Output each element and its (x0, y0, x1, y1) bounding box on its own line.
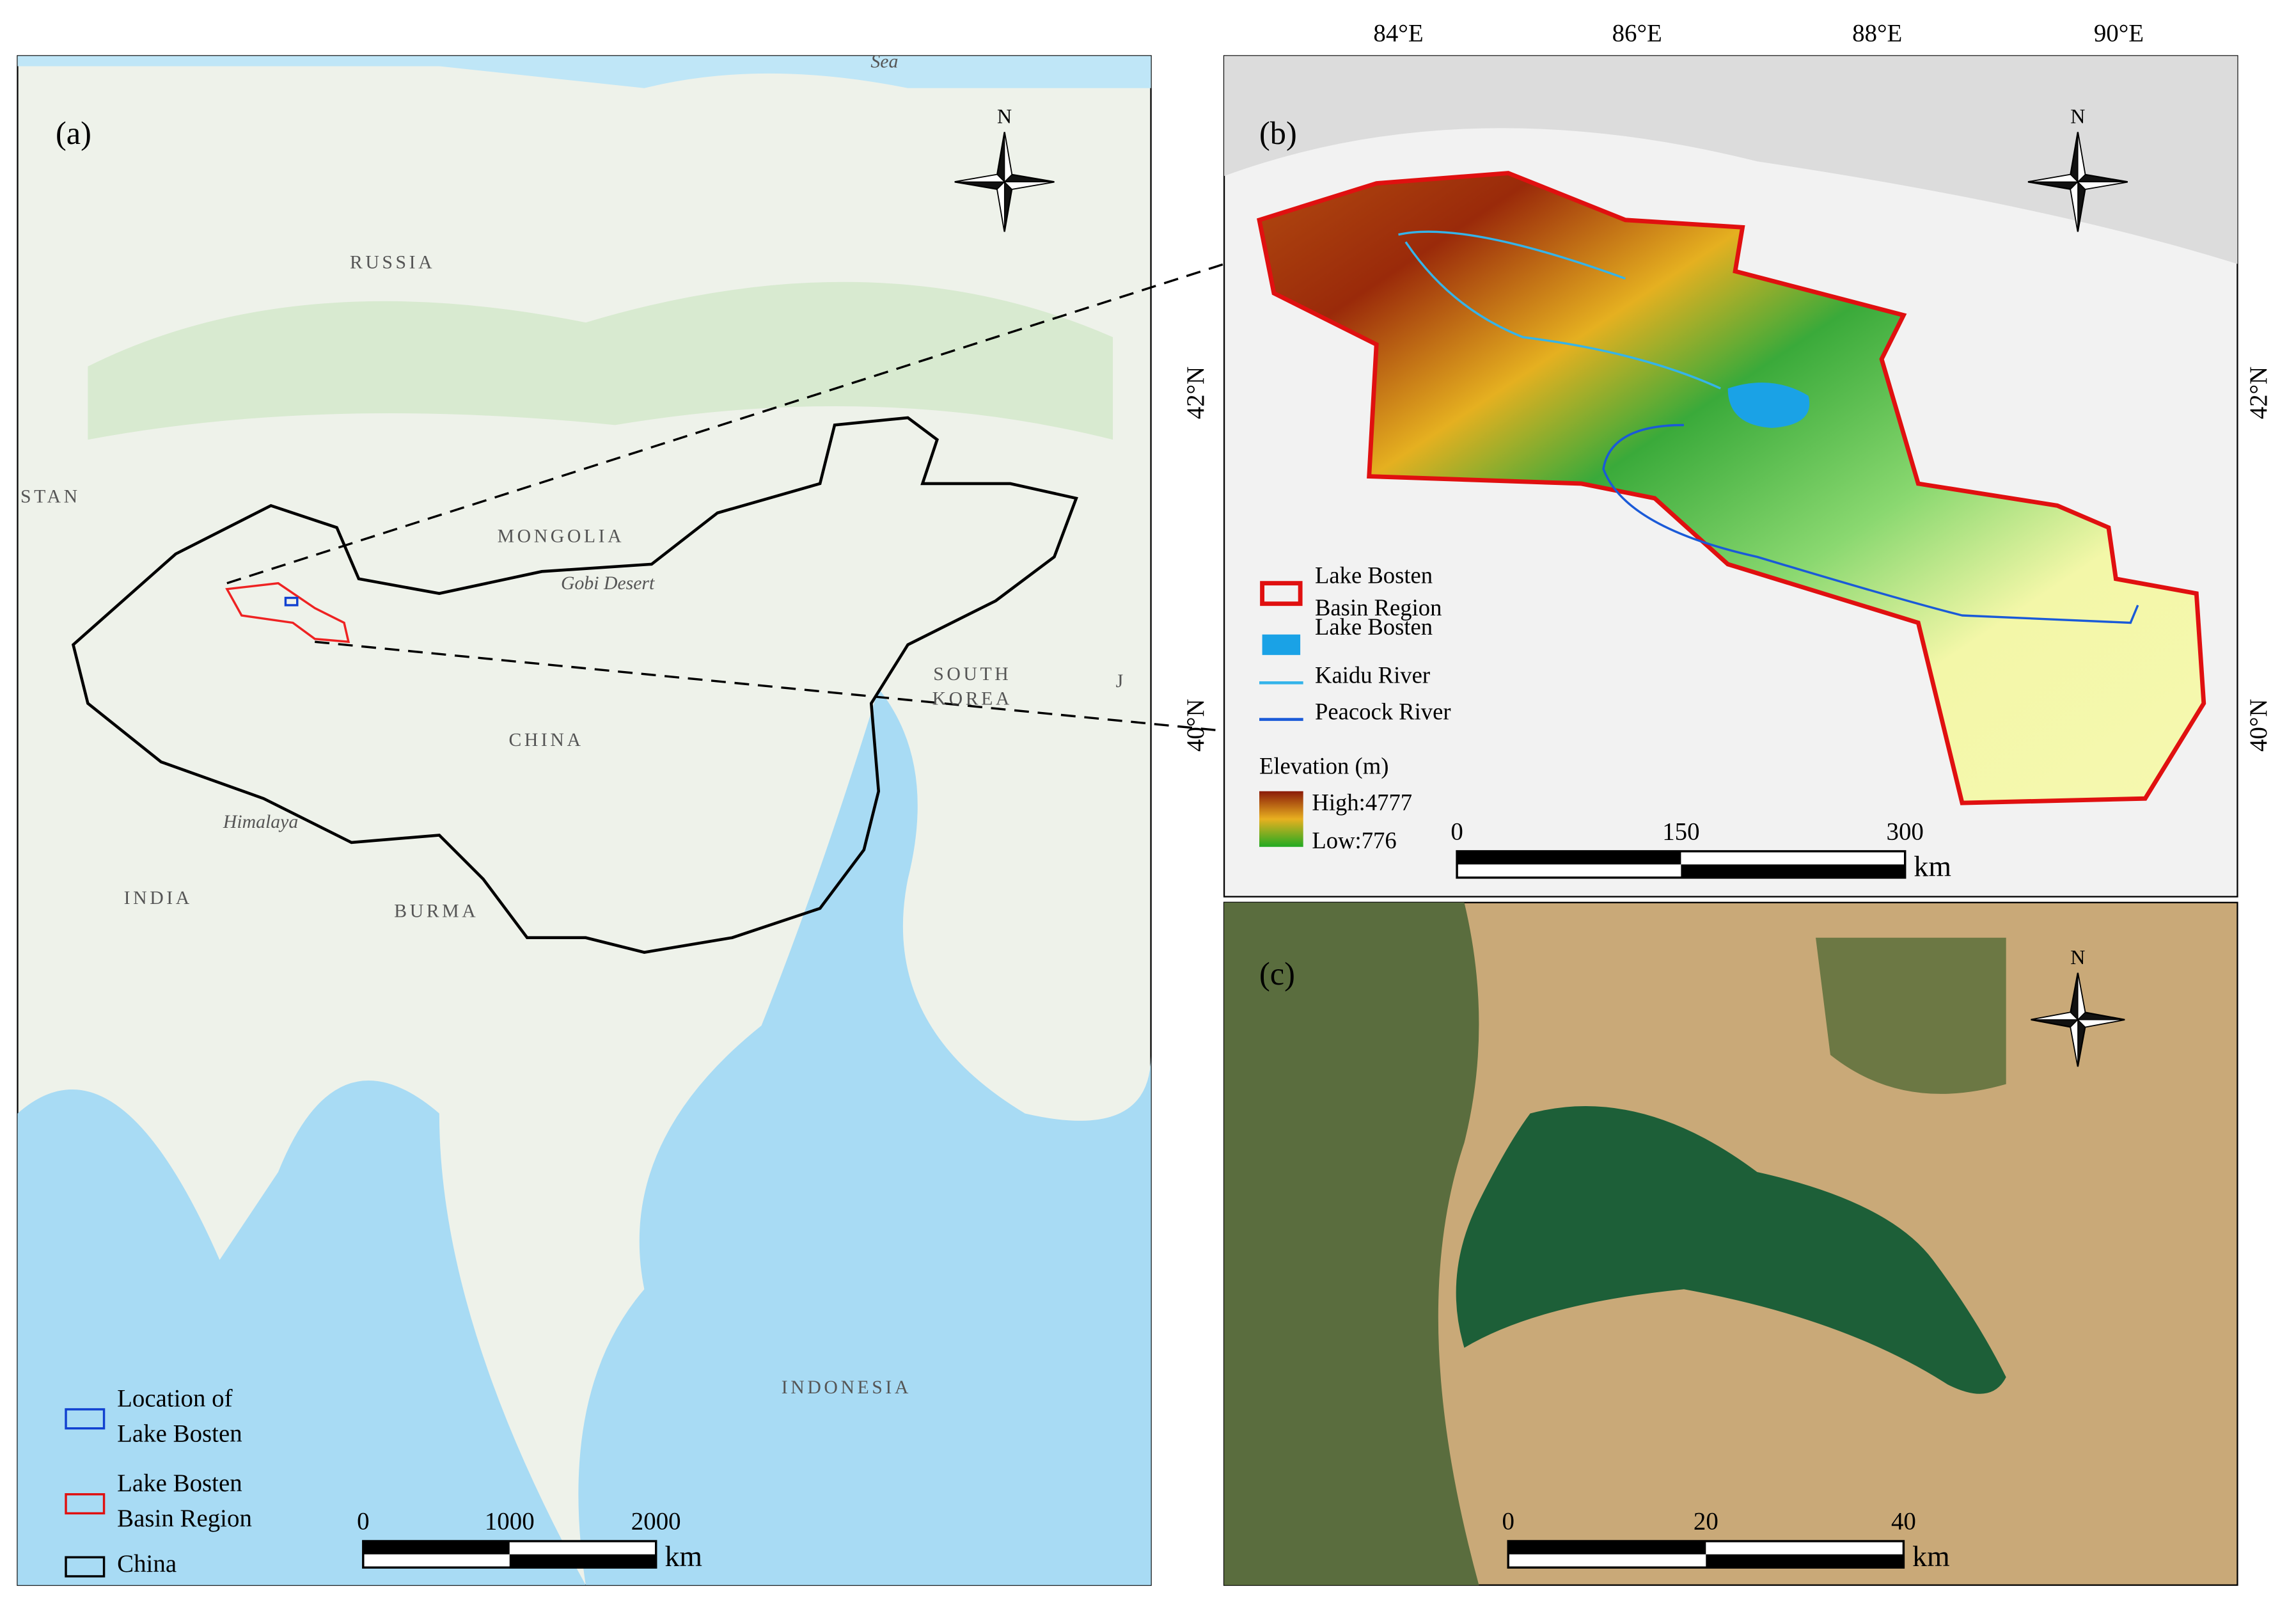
legend-label: China (117, 1550, 177, 1578)
compass (2031, 972, 2125, 1067)
scale-label: 40 (1891, 1508, 1916, 1535)
dashed-connector (315, 640, 1960, 804)
scale-label: 0 (1502, 1508, 1514, 1535)
legend-label: Kaidu River (1315, 661, 1430, 688)
place-name: CHINA (508, 729, 583, 750)
scale-unit: km (1914, 850, 1951, 883)
peacock-river (1602, 424, 2139, 624)
scale-bar (509, 1554, 656, 1568)
legend-label: High:4777 (1312, 789, 1412, 816)
scale-bar (363, 1541, 510, 1555)
scale-label: 1000 (485, 1508, 535, 1535)
legend-label: Lake Bosten (117, 1420, 242, 1447)
scale-label: 0 (357, 1508, 369, 1535)
scale-label: 300 (1887, 818, 1924, 845)
legend-label: Lake Bosten (1315, 562, 1433, 589)
coord-label: 86°E (1612, 20, 1662, 47)
vegetation (1816, 937, 2006, 1094)
scale-unit: km (1912, 1540, 1950, 1572)
north-label: N (2070, 105, 2085, 128)
place-name: BURMA (394, 901, 478, 922)
scale-bar (1681, 864, 1905, 878)
basin-location (225, 582, 350, 644)
legend-label: Basin Region (117, 1505, 252, 1532)
north-label: N (997, 105, 1012, 128)
legend-swatch (65, 1408, 106, 1430)
scale-label: 150 (1662, 818, 1699, 845)
lake-bosten-image (1456, 1106, 2006, 1394)
place-name: Sea (870, 51, 898, 72)
compass (2027, 132, 2128, 232)
panel-c (1223, 901, 2238, 1586)
place-name: J (1116, 670, 1126, 692)
place-name: INDIA (124, 887, 193, 908)
place-name: MONGOLIA (498, 526, 625, 547)
scale-bar (1706, 1554, 1904, 1568)
panel-a (17, 55, 1152, 1586)
relief (1224, 56, 2238, 264)
coord-label: 88°E (1852, 20, 1902, 47)
legend-label: Low:776 (1312, 827, 1396, 853)
ocean (17, 1080, 586, 1585)
coord-label: 40°N (2245, 699, 2272, 752)
compass (954, 132, 1055, 232)
dashed-connector (226, 171, 1509, 585)
coord-label: 42°N (2245, 367, 2272, 420)
vegetation (88, 281, 1113, 440)
scale-unit: km (664, 1540, 702, 1572)
scale-label: 2000 (631, 1508, 681, 1535)
coord-label: 40°N (1182, 699, 1209, 752)
elevation-ramp (1259, 791, 1303, 847)
place-name: STAN (20, 486, 81, 507)
panel-b (1223, 55, 2238, 898)
legend-label: Peacock River (1315, 699, 1451, 725)
basin-region (1257, 171, 2206, 805)
panel-label: (c) (1259, 956, 1295, 992)
place-name: SOUTH (933, 663, 1011, 685)
north-label: N (2070, 946, 2085, 969)
kaidu-river (1398, 230, 1721, 390)
legend-title: Elevation (m) (1259, 752, 1388, 779)
legend-swatch (65, 1556, 106, 1578)
place-name: Gobi Desert (561, 573, 655, 594)
legend-label: Lake Bosten (1315, 614, 1433, 640)
scale-label: 20 (1694, 1508, 1718, 1535)
coord-label: 90°E (2094, 20, 2144, 47)
scale-bar (1457, 851, 1681, 865)
lake-location (284, 596, 299, 606)
legend-swatch (1262, 634, 1301, 655)
vegetation (1224, 902, 1479, 1585)
lake-bosten (1727, 382, 1810, 428)
scale-bar (1508, 1541, 1706, 1555)
legend-swatch (65, 1493, 106, 1515)
coord-label: 84°E (1373, 20, 1423, 47)
legend-label: Location of (117, 1384, 232, 1412)
ocean (17, 56, 1151, 88)
coord-label: 42°N (1182, 367, 1209, 420)
place-name: KOREA (932, 688, 1012, 709)
place-name: Himalaya (223, 811, 298, 832)
labels: 84°E 86°E 88°E 90°E 42°N 42°N 40°N 40°N N N N (a) (b… (20, 20, 2272, 1578)
panel-label: (b) (1259, 115, 1297, 151)
place-name: RUSSIA (350, 251, 435, 273)
legend-label: Lake Bosten (117, 1469, 242, 1497)
legend-label: Basin Region (1315, 594, 1442, 621)
ocean (578, 688, 1151, 1585)
china-outline (71, 416, 1078, 954)
scale-label: 0 (1451, 818, 1463, 845)
place-name: INDONESIA (782, 1377, 911, 1398)
panel-label: (a) (56, 115, 91, 151)
legend-swatch (1260, 581, 1303, 606)
